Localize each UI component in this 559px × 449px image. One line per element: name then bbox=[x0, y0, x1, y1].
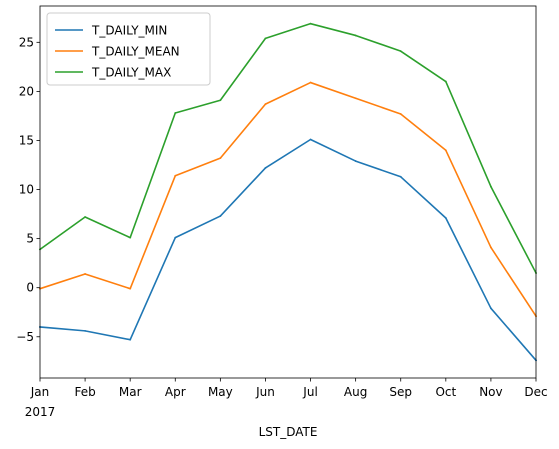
ticks-layer: −5 0 5 10 15 20 25 Jan Feb Mar Apr May Jun Jul Aug Sep O… bbox=[16, 35, 547, 399]
data-point bbox=[264, 37, 267, 40]
data-point bbox=[219, 215, 222, 217]
data-point bbox=[490, 185, 492, 188]
data-point bbox=[309, 138, 312, 141]
data-point bbox=[129, 287, 132, 290]
data-point bbox=[399, 175, 402, 178]
x-tick-label-jan: Jan bbox=[30, 385, 50, 399]
data-point bbox=[444, 80, 447, 83]
data-point bbox=[444, 149, 447, 152]
data-point bbox=[490, 246, 492, 249]
series-line-t-daily-min bbox=[39, 138, 538, 362]
legend: T_DAILY_MIN T_DAILY_MEAN T_DAILY_MAX bbox=[46, 12, 211, 86]
y-tick-label: 25 bbox=[19, 35, 34, 49]
y-tick-label: −5 bbox=[16, 330, 34, 344]
plot-frame bbox=[39, 5, 537, 379]
data-point bbox=[354, 97, 357, 100]
data-point bbox=[264, 167, 267, 169]
x-tick-label-oct: Oct bbox=[435, 385, 456, 399]
series-line-t-daily-max bbox=[38, 22, 538, 275]
x-tick-label-jul: Jul bbox=[302, 385, 317, 399]
legend-box bbox=[46, 12, 211, 86]
x-tick-label-jun: Jun bbox=[255, 385, 275, 399]
data-point bbox=[354, 160, 357, 162]
legend-label: T_DAILY_MEAN bbox=[91, 45, 180, 59]
x-tick-label-aug: Aug bbox=[344, 385, 367, 399]
data-point bbox=[309, 22, 312, 25]
data-point bbox=[309, 81, 312, 84]
data-point bbox=[399, 113, 402, 115]
data-point bbox=[84, 329, 86, 332]
x-tick-label-may: May bbox=[208, 385, 233, 399]
legend-label: T_DAILY_MAX bbox=[91, 66, 171, 80]
data-point bbox=[399, 50, 402, 53]
series-line-t-daily-mean bbox=[38, 81, 538, 318]
data-point bbox=[219, 99, 222, 102]
data-point bbox=[84, 216, 86, 218]
data-point bbox=[354, 34, 357, 37]
legend-items: T_DAILY_MIN T_DAILY_MEAN T_DAILY_MAX bbox=[55, 24, 180, 80]
y-tick-label: 0 bbox=[26, 281, 34, 295]
y-tick-label: 10 bbox=[19, 183, 34, 197]
x-tick-label-dec: Dec bbox=[524, 385, 547, 399]
x-axis-label: LST_DATE bbox=[259, 425, 318, 439]
data-point bbox=[84, 273, 86, 275]
year-label: 2017 bbox=[25, 405, 56, 419]
data-point bbox=[264, 103, 267, 106]
y-tick-label: 20 bbox=[19, 84, 34, 98]
x-tick-label-apr: Apr bbox=[165, 385, 186, 399]
y-tick-label: 5 bbox=[26, 232, 34, 246]
series-layer bbox=[38, 22, 538, 362]
x-tick-label-mar: Mar bbox=[119, 385, 142, 399]
data-point bbox=[174, 236, 177, 239]
legend-label: T_DAILY_MIN bbox=[91, 24, 167, 38]
x-tick-label-sep: Sep bbox=[389, 385, 412, 399]
data-point bbox=[490, 307, 492, 310]
data-point bbox=[174, 112, 177, 114]
y-tick-label: 15 bbox=[19, 133, 34, 147]
data-point bbox=[444, 217, 447, 219]
x-tick-label-feb: Feb bbox=[74, 385, 95, 399]
x-tick-label-nov: Nov bbox=[479, 385, 502, 399]
data-point bbox=[129, 338, 132, 341]
data-point bbox=[129, 236, 132, 239]
data-point bbox=[174, 174, 177, 177]
data-point bbox=[219, 157, 222, 160]
